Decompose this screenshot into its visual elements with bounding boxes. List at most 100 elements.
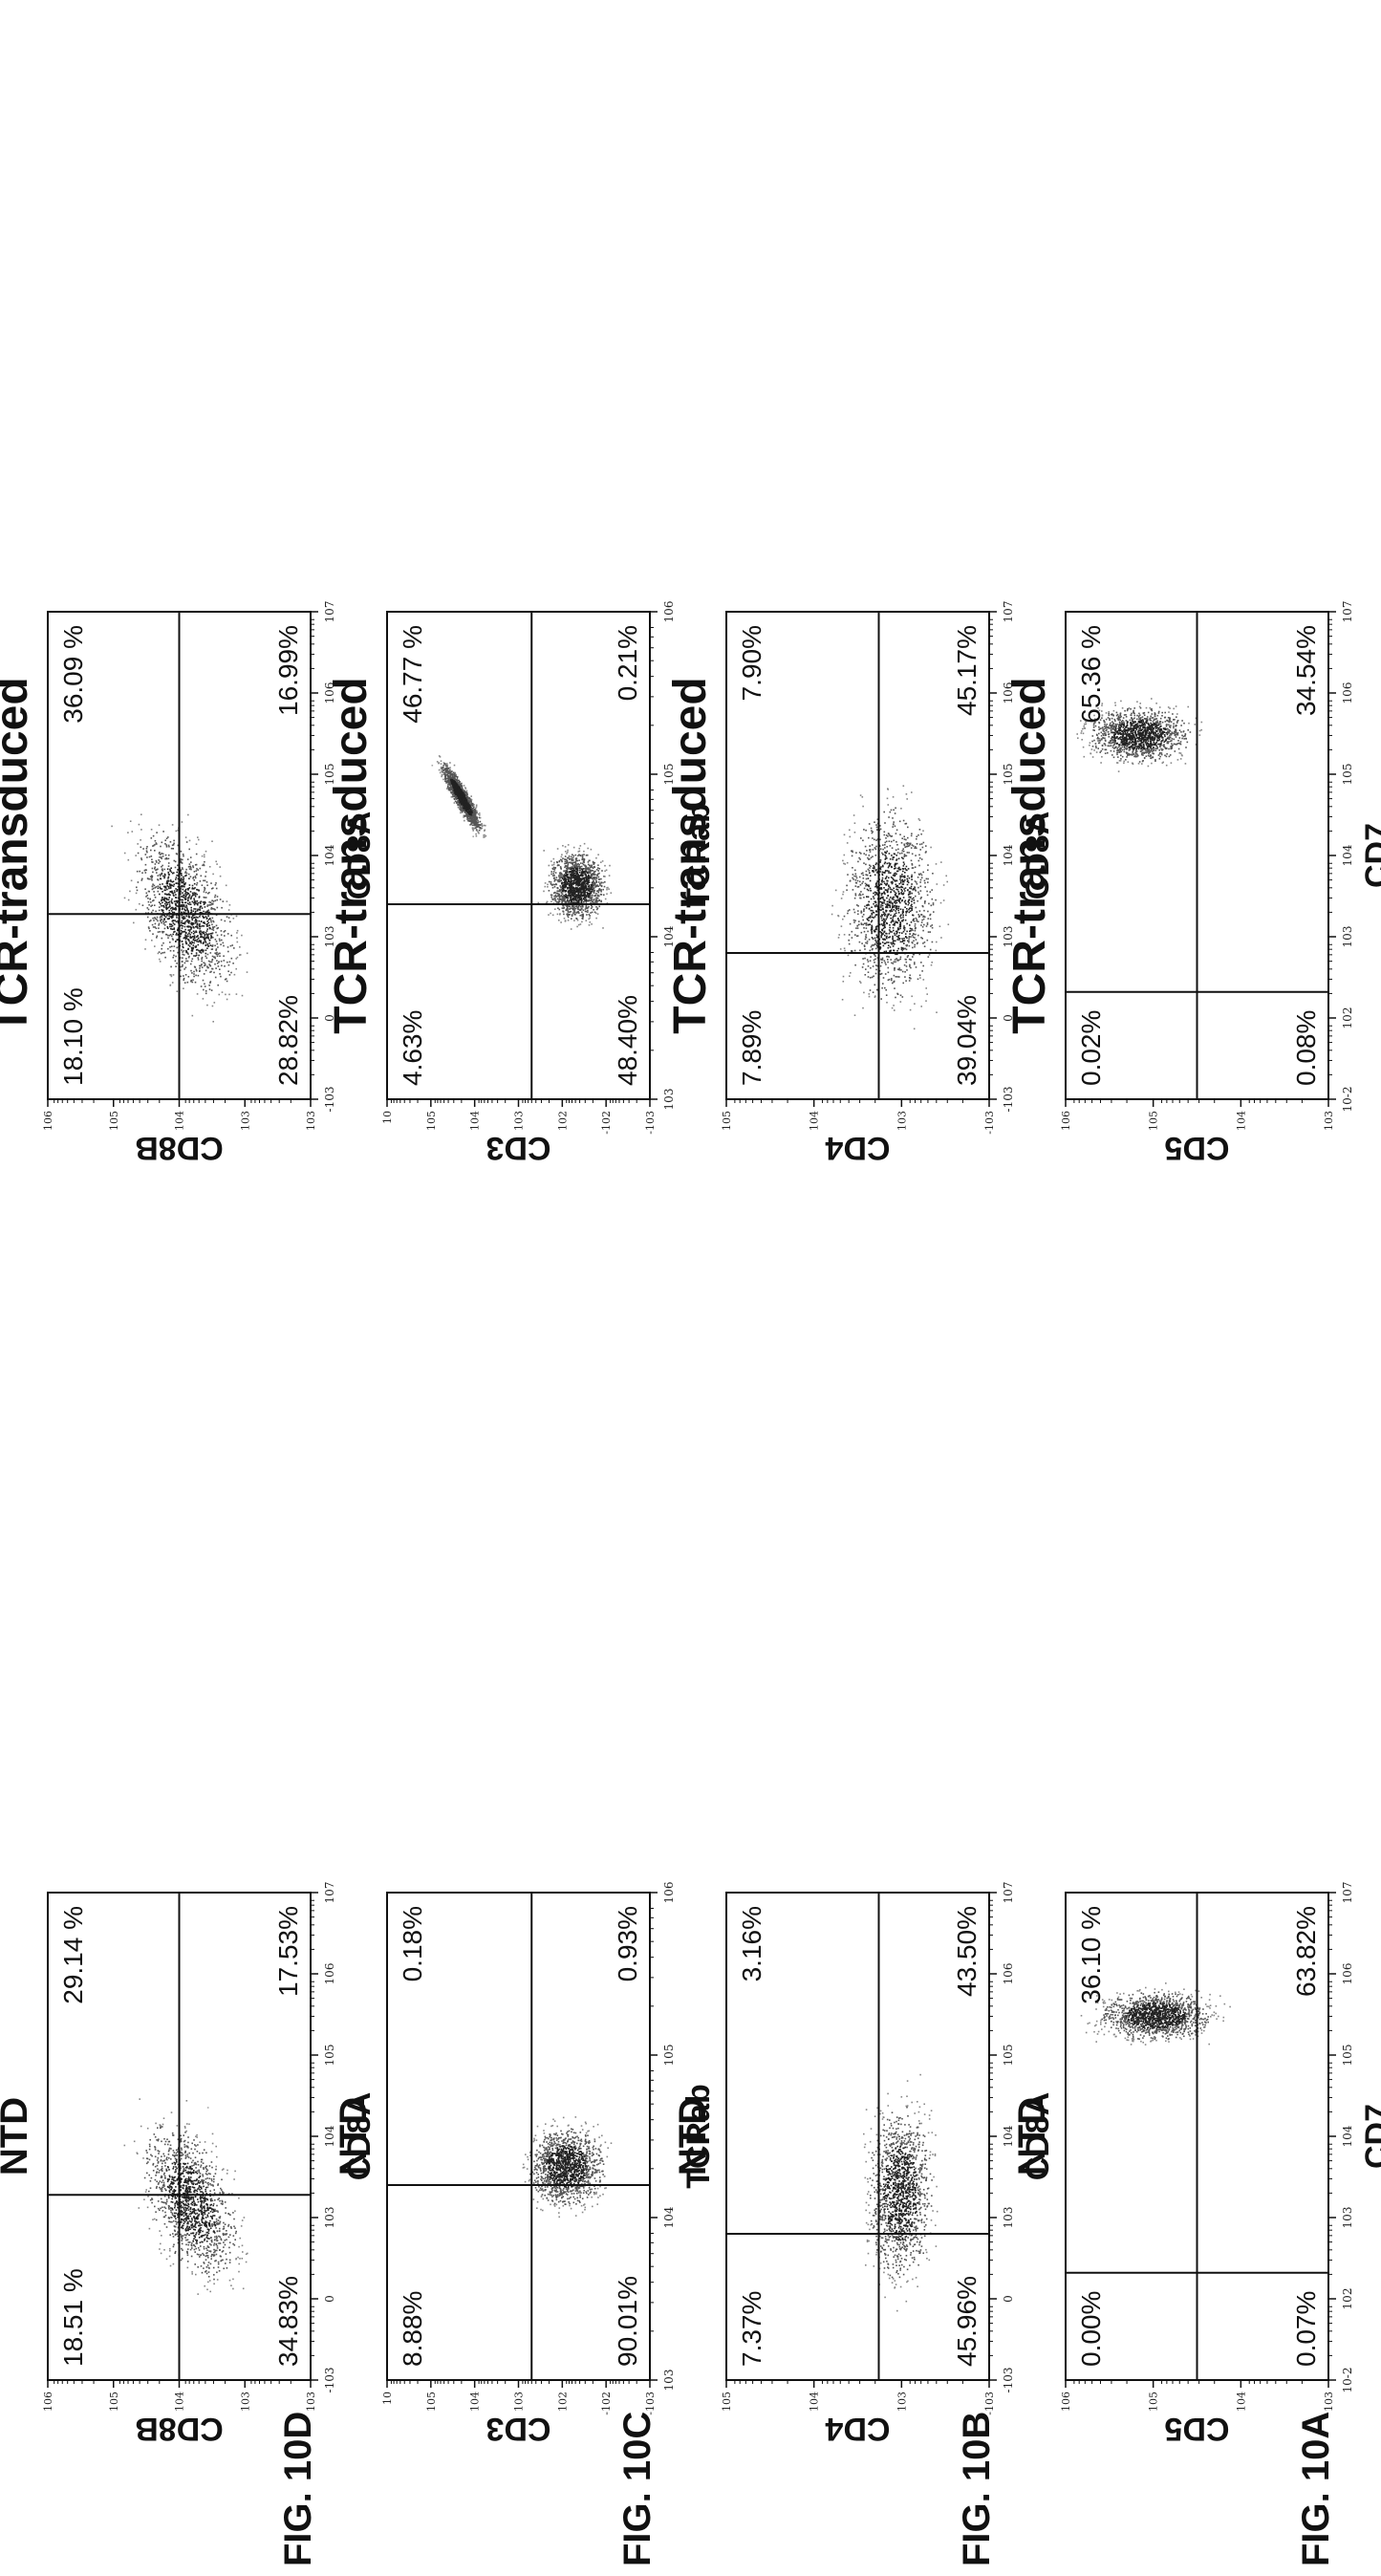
y-ticks: -103 103 104 105 xyxy=(721,1099,996,1135)
x-axis-label: CD8A xyxy=(341,2092,378,2181)
quadrant-lower-left: 28.82% xyxy=(273,995,303,1086)
x-axis-label: TCRab xyxy=(680,803,717,908)
x-tick-label: 103 xyxy=(323,926,336,948)
event-density xyxy=(1076,698,1203,772)
x-axis-label: CD8A xyxy=(1020,812,1056,900)
y-tick-label: -103 xyxy=(644,1111,657,1135)
flow-panel-fig10b-tcr-transduced: TCR-transduced 7.89% 7.90% 39.04% 45.17% -103… xyxy=(659,593,1061,1166)
x-tick-label: 102 xyxy=(1341,1007,1354,1029)
x-tick-label: 105 xyxy=(323,2045,336,2067)
x-axis-label: CD8A xyxy=(341,812,378,900)
y-tick-label: 104 xyxy=(809,1111,821,1131)
x-tick-label: -103 xyxy=(323,1087,336,1113)
x-ticks: 103 104 105 106 xyxy=(650,1882,676,2391)
x-tick-label: 103 xyxy=(1341,2207,1354,2229)
y-axis-label: CD5 xyxy=(1164,1130,1229,1166)
x-ticks: 10-2 102 103 104 105 106 107 xyxy=(1328,601,1354,1113)
x-axis-label: CD7 xyxy=(1359,2104,1381,2169)
x-tick-label: -103 xyxy=(1002,2368,1015,2393)
x-tick-label: 106 xyxy=(662,1882,676,1904)
flow-plot: NTD 7.37% 3.16% 45.96% 43.50% -103 0 103 104 105 1… xyxy=(672,1882,1056,2447)
y-axis-label: CD5 xyxy=(1164,2411,1229,2447)
quadrant-upper-right: 0.18% xyxy=(398,1906,427,1981)
y-tick-label: 106 xyxy=(42,1111,54,1131)
y-tick-label: -102 xyxy=(600,1111,613,1135)
x-tick-label: 104 xyxy=(323,844,336,866)
y-tick-label: 105 xyxy=(425,1111,438,1131)
flow-panel-fig10c-tcr-transduced: TCR-transduced 4.63% 46.77 % 48.40% 0.21% 103… xyxy=(320,593,722,1166)
flow-plot: NTD 18.51 % 29.14 % 34.83% 17.53% -103 0 103 104… xyxy=(0,1882,378,2447)
y-axis-label: CD4 xyxy=(825,1130,890,1166)
condition-label: NTD xyxy=(672,2097,714,2176)
y-axis-label: CD4 xyxy=(825,2411,890,2447)
y-tick-label: 103 xyxy=(305,2392,317,2412)
y-ticks: 103 103 104 105 106 xyxy=(42,2380,317,2412)
y-tick-label: 103 xyxy=(239,2392,251,2412)
flow-panel-fig10a-ntd: NTD 0.00% 36.10 % 0.07% 63.82% 10-2 102 103 104 1… xyxy=(999,1873,1381,2447)
x-tick-label: 103 xyxy=(323,2207,336,2229)
quadrant-lower-left: 0.07% xyxy=(1291,2291,1321,2367)
x-tick-label: 104 xyxy=(323,2125,336,2147)
y-axis-label: CD3 xyxy=(486,2411,550,2447)
x-tick-label: 10-2 xyxy=(1341,2368,1354,2393)
quadrant-lower-right: 0.21% xyxy=(613,625,642,701)
y-tick-label: 10 xyxy=(381,2392,394,2405)
x-ticks: -103 0 103 104 105 106 107 xyxy=(989,1882,1015,2393)
y-tick-label: 106 xyxy=(1060,1111,1072,1131)
y-tick-label: 104 xyxy=(1235,1111,1247,1131)
quadrant-lower-left: 90.01% xyxy=(613,2276,642,2367)
x-tick-label: 103 xyxy=(1002,926,1015,948)
x-ticks: 103 104 105 106 xyxy=(650,601,676,1110)
x-tick-label: 104 xyxy=(1341,844,1354,866)
y-tick-label: 102 xyxy=(556,2392,569,2412)
y-tick-label: 103 xyxy=(1323,2392,1335,2412)
condition-label: TCR-transduced xyxy=(665,677,716,1033)
x-ticks: -103 0 103 104 105 106 107 xyxy=(989,601,1015,1112)
x-tick-label: 0 xyxy=(323,2295,336,2303)
quadrant-upper-right: 29.14 % xyxy=(58,1906,88,2004)
y-tick-label: -103 xyxy=(983,1111,996,1135)
flow-panel-fig10c-ntd: NTD 8.88% 0.18% 90.01% 0.93% 103 104 105 106 TCRa… xyxy=(320,1873,722,2447)
y-tick-label: 104 xyxy=(469,1111,482,1131)
x-tick-label: 105 xyxy=(662,764,676,786)
condition-label: NTD xyxy=(333,2097,375,2176)
x-ticks: -103 0 103 104 105 106 107 xyxy=(311,1882,336,2393)
quadrant-upper-right: 36.09 % xyxy=(58,625,88,724)
quadrant-upper-left: 18.10 % xyxy=(58,987,88,1086)
event-density xyxy=(1080,1982,1231,2046)
x-tick-label: 103 xyxy=(1002,2207,1015,2229)
quadrant-lower-right: 43.50% xyxy=(952,1906,982,1997)
x-tick-label: 104 xyxy=(1002,844,1015,866)
y-ticks: 103 103 104 105 106 xyxy=(42,1099,317,1131)
x-tick-label: 10-2 xyxy=(1341,1087,1354,1113)
y-ticks: -103 103 104 105 xyxy=(721,2380,996,2415)
x-tick-label: 105 xyxy=(1341,2045,1354,2067)
y-tick-label: 103 xyxy=(239,1111,251,1131)
y-axis-label: CD3 xyxy=(486,1130,550,1166)
x-tick-label: 106 xyxy=(1341,682,1354,704)
x-tick-label: 104 xyxy=(1341,2125,1354,2147)
quadrant-lower-right: 63.82% xyxy=(1291,1906,1321,1997)
x-tick-label: 106 xyxy=(323,682,336,704)
x-tick-label: 105 xyxy=(1002,2045,1015,2067)
x-tick-label: 105 xyxy=(1002,764,1015,786)
condition-label: TCR-transduced xyxy=(0,677,37,1033)
y-tick-label: -103 xyxy=(644,2392,657,2415)
quadrant-lower-right: 17.53% xyxy=(273,1906,303,1997)
flow-plot: TCR-transduced 18.10 % 36.09 % 28.82% 16.99%… xyxy=(0,601,378,1166)
flow-panel-fig10d-ntd: NTD 18.51 % 29.14 % 34.83% 17.53% -103 0 103 104… xyxy=(0,1873,382,2447)
x-axis-label: TCRab xyxy=(680,2084,717,2189)
x-tick-label: 105 xyxy=(1341,764,1354,786)
flow-plot: TCR-transduced 7.89% 7.90% 39.04% 45.17% -103… xyxy=(665,601,1056,1166)
y-tick-label: 104 xyxy=(174,2392,186,2412)
quadrant-upper-left: 0.00% xyxy=(1076,2291,1106,2367)
event-density xyxy=(522,2116,613,2219)
x-tick-label: -103 xyxy=(323,2368,336,2393)
y-tick-label: 106 xyxy=(42,2392,54,2412)
x-tick-label: 103 xyxy=(1341,926,1354,948)
y-tick-label: 103 xyxy=(513,1111,526,1131)
y-tick-label: 105 xyxy=(721,2392,733,2412)
y-ticks: -103 -102 102 103 104 105 10 xyxy=(381,2380,657,2415)
quadrant-upper-left: 0.02% xyxy=(1076,1010,1106,1086)
flow-plot: TCR-transduced 0.02% 65.36 % 0.08% 34.54% 10-… xyxy=(1004,601,1381,1166)
